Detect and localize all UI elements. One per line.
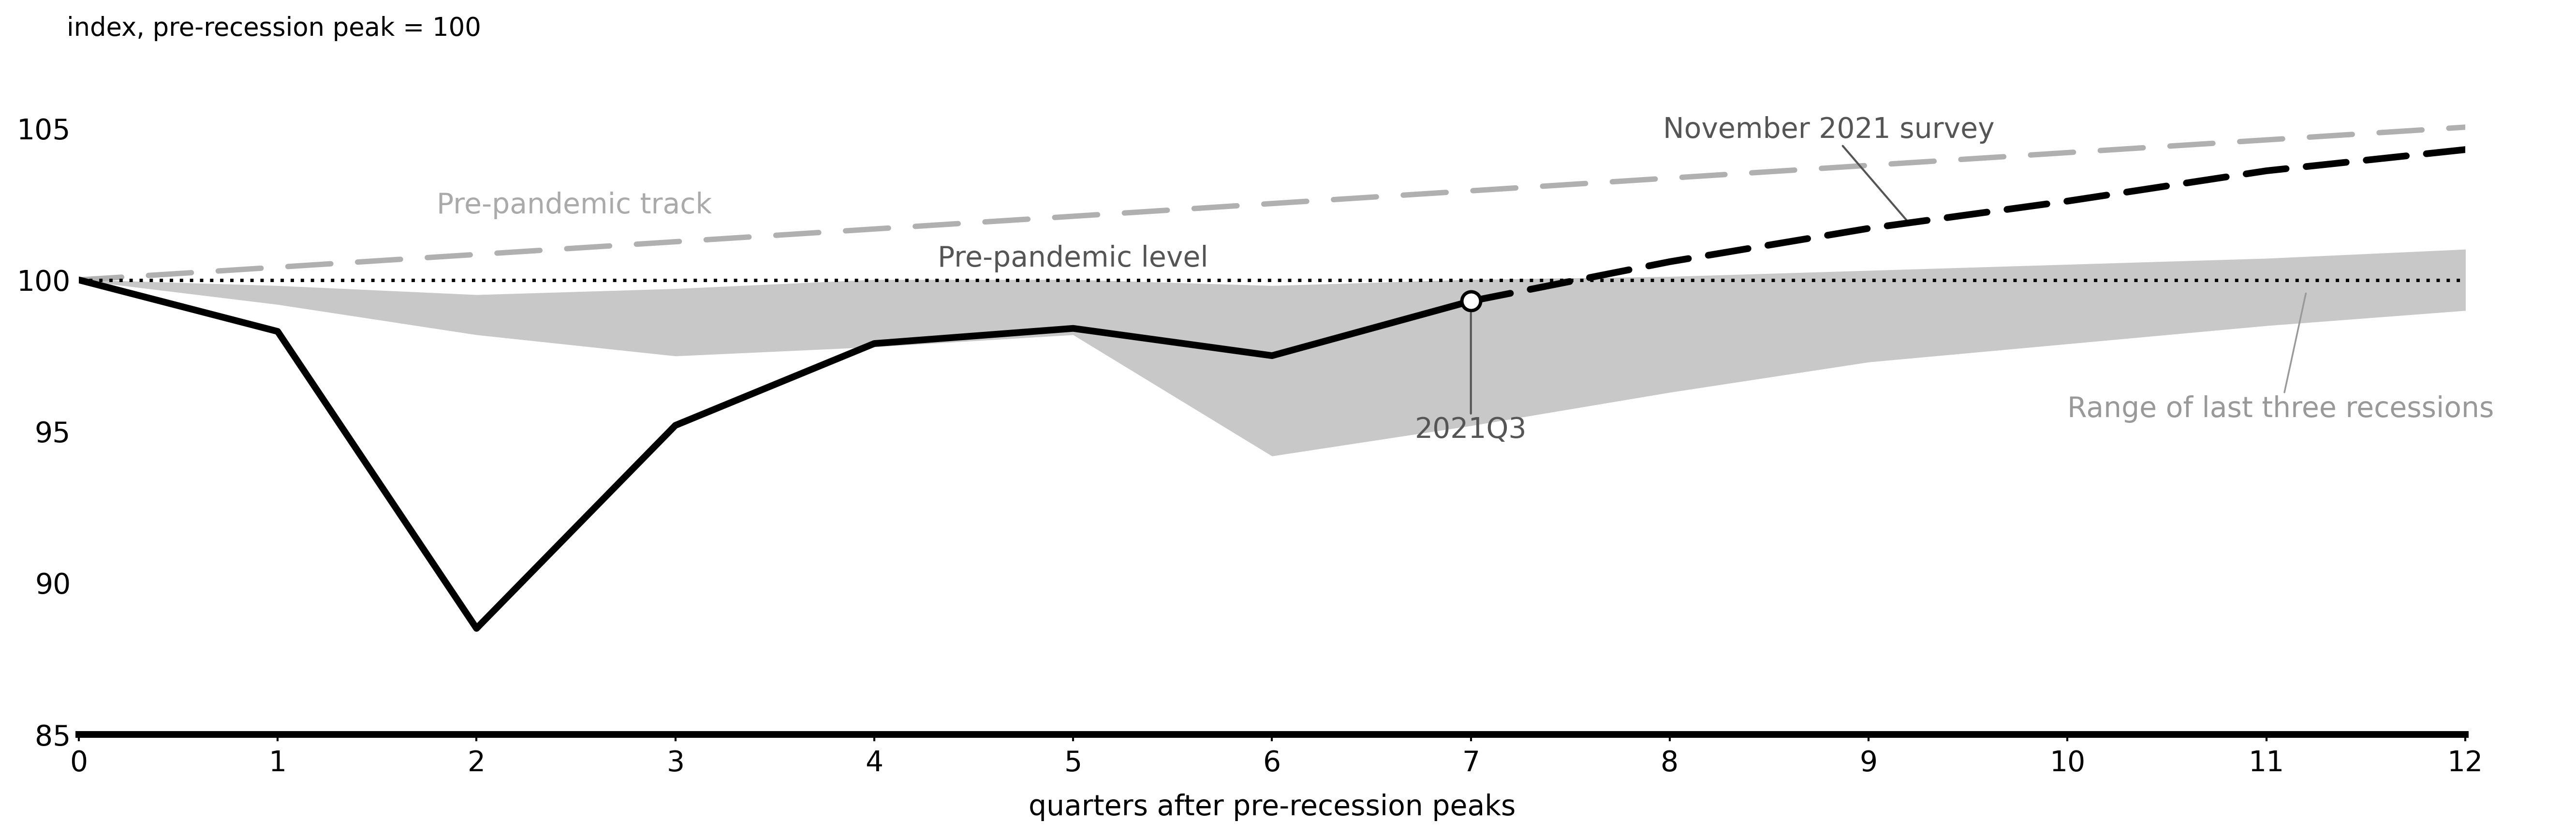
Text: Range of last three recessions: Range of last three recessions <box>2069 293 2494 422</box>
Text: Pre-pandemic level: Pre-pandemic level <box>938 245 1208 272</box>
Text: index, pre-recession peak = 100: index, pre-recession peak = 100 <box>67 16 482 41</box>
Text: Pre-pandemic track: Pre-pandemic track <box>438 192 711 220</box>
Text: November 2021 survey: November 2021 survey <box>1664 116 1994 221</box>
Text: 2021Q3: 2021Q3 <box>1414 313 1528 444</box>
X-axis label: quarters after pre-recession peaks: quarters after pre-recession peaks <box>1028 794 1515 821</box>
